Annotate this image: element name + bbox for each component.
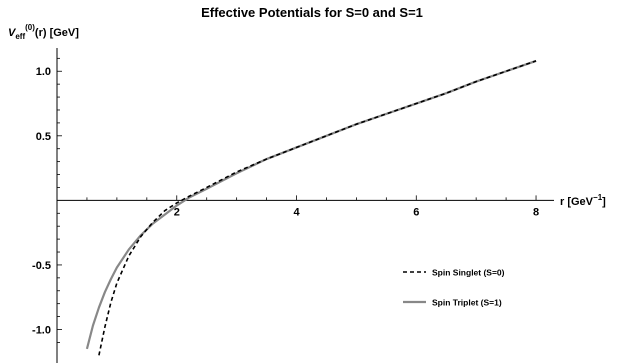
x-axis-label-sup: −1 [593, 193, 603, 202]
y-tick-label: -0.5 [32, 260, 51, 272]
y-axis-label-main: V [8, 27, 17, 39]
y-tick-label: -1.0 [32, 325, 51, 337]
y-axis-label-rest: (r) [GeV] [35, 27, 79, 39]
legend-label-triplet: Spin Triplet (S=1) [432, 298, 502, 308]
chart-title: Effective Potentials for S=0 and S=1 [201, 5, 423, 20]
x-axis-label: r [GeV−1] [560, 193, 606, 208]
x-tick-label: 4 [293, 206, 300, 218]
series-line-singlet [98, 60, 537, 356]
x-tick-label: 8 [533, 206, 539, 218]
axes: 2 4 6 8 1.0 0.5 -0.5 -1.0 [32, 48, 554, 363]
y-axis-label: Veff(0)(r) [GeV] [8, 23, 79, 41]
y-tick-label: 1.0 [36, 66, 51, 78]
x-axis-label-rest: ] [602, 196, 606, 208]
legend: Spin Singlet (S=0) Spin Triplet (S=1) [403, 268, 505, 308]
legend-label-singlet: Spin Singlet (S=0) [432, 268, 505, 278]
plot-area [85, 59, 537, 356]
x-tick-label: 2 [174, 206, 180, 218]
y-axis-label-sup: (0) [25, 23, 35, 32]
y-tick-label: 0.5 [36, 131, 51, 143]
x-tick-label: 6 [413, 206, 419, 218]
x-axis-label-main: r [GeV [560, 196, 594, 208]
y-axis-label-sub: eff [15, 32, 25, 41]
